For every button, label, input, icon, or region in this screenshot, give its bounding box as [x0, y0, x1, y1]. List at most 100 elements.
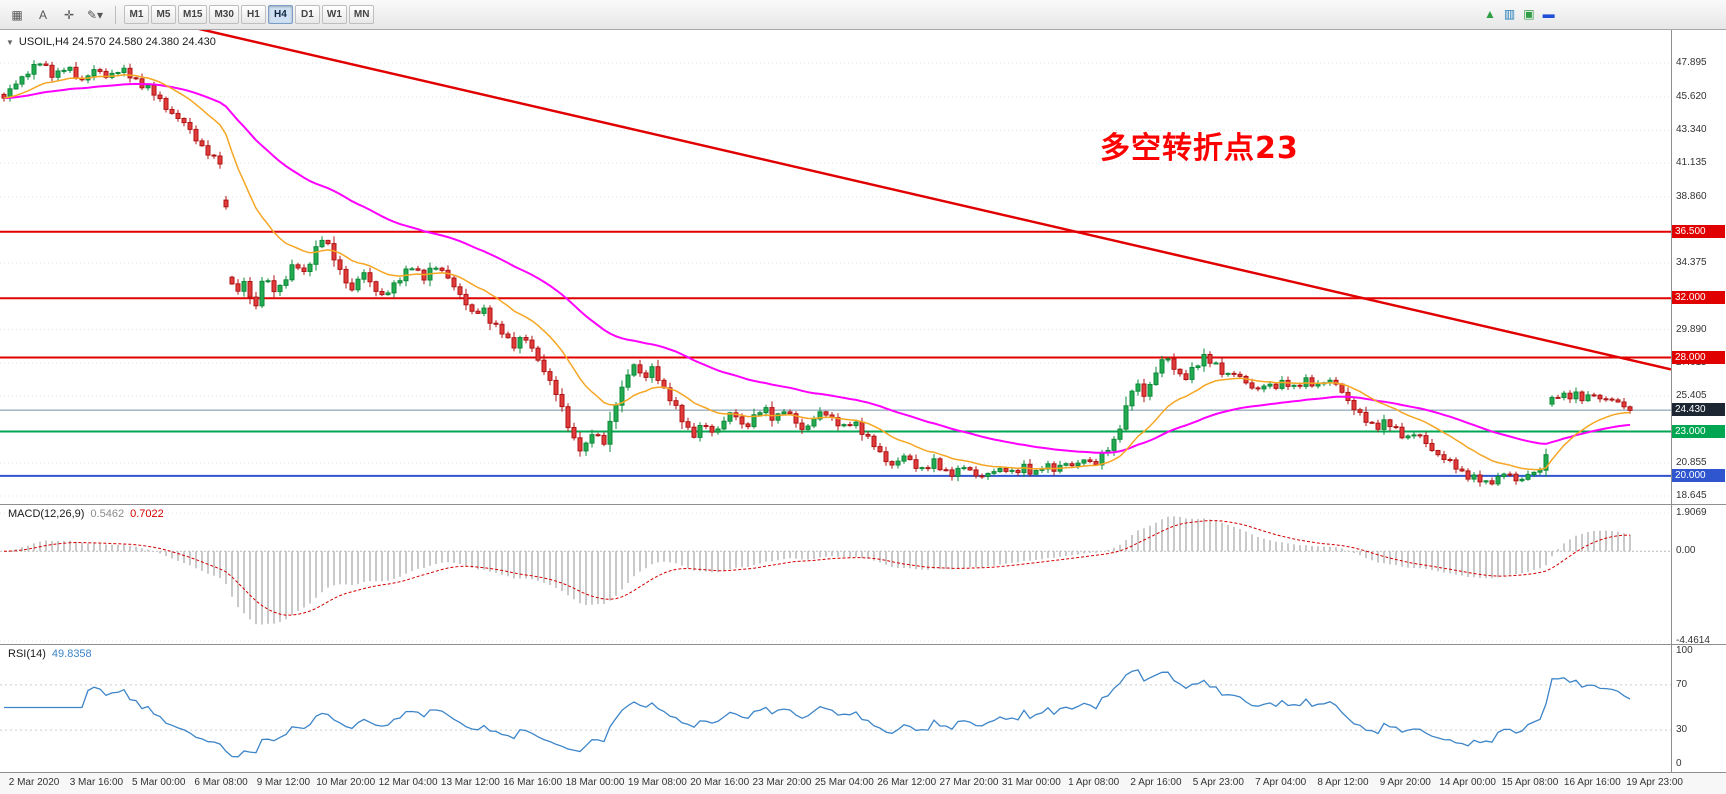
price-axis-label: 43.340 — [1676, 124, 1707, 136]
candlestick-chart[interactable] — [0, 30, 1671, 505]
price-gridlines — [0, 62, 1671, 497]
price-axis-label: 38.860 — [1676, 190, 1707, 202]
time-axis-label: 27 Mar 20:00 — [939, 777, 999, 788]
time-axis-label: 2 Mar 2020 — [8, 777, 60, 788]
time-axis-label: 6 Mar 08:00 — [194, 777, 248, 788]
time-axis-label: 25 Mar 04:00 — [814, 777, 874, 788]
time-axis-label: 5 Mar 00:00 — [132, 777, 186, 788]
time-axis-label: 16 Mar 16:00 — [503, 777, 563, 788]
price-axis-label: 29.890 — [1676, 323, 1707, 335]
timeframe-button-d1[interactable]: D1 — [294, 5, 320, 24]
macd-axis-label: 0.00 — [1676, 545, 1696, 557]
time-axis-label: 23 Mar 20:00 — [752, 777, 812, 788]
rsi-axis-label: 0 — [1676, 758, 1682, 769]
price-axis[interactable]: 47.895 45.620 43.340 41.135 38.860 34.375 29.8… — [1671, 30, 1726, 772]
timeframe-button-m30[interactable]: M30 — [209, 5, 239, 24]
price-axis-label: 45.620 — [1676, 90, 1707, 102]
panel-splitter-2[interactable] — [0, 644, 1726, 645]
time-axis-label: 15 Apr 08:00 — [1501, 777, 1559, 788]
price-axis-label: 18.645 — [1676, 489, 1707, 501]
macd-signal-value: 0.7022 — [130, 508, 164, 520]
price-line-badge: 28.000 — [1672, 350, 1725, 364]
macd-main-value: 0.5462 — [90, 508, 125, 520]
price-chart-panel[interactable]: ▼ USOIL,H4 24.570 24.580 24.380 24.430 多… — [0, 30, 1671, 505]
horizontal-lines — [0, 230, 1671, 477]
chart-header: ▼ USOIL,H4 24.570 24.580 24.380 24.430 — [6, 36, 216, 48]
timeframe-button-mn[interactable]: MN — [348, 5, 375, 24]
price-axis-label: 25.405 — [1676, 389, 1707, 401]
macd-panel[interactable]: MACD(12,26,9) 0.5462 0.7022 — [0, 505, 1671, 644]
timeframe-button-m15[interactable]: M15 — [178, 5, 208, 24]
timeframe-button-h1[interactable]: H1 — [240, 5, 266, 24]
price-line-badge: 20.000 — [1672, 468, 1725, 482]
toolbar-mini-icon-2[interactable]: ▥ — [1503, 7, 1516, 21]
candles — [1, 60, 1633, 487]
time-axis-label: 16 Apr 16:00 — [1563, 777, 1621, 788]
crosshair-icon[interactable]: ✛ — [63, 7, 75, 22]
time-axis-label: 9 Apr 20:00 — [1379, 777, 1431, 788]
time-axis-label: 1 Apr 08:00 — [1068, 777, 1120, 788]
time-axis-label: 9 Mar 12:00 — [256, 777, 311, 788]
time-axis-label: 5 Apr 23:00 — [1192, 777, 1244, 788]
panel-splitter-1[interactable] — [0, 504, 1726, 505]
rsi-panel[interactable]: RSI(14) 49.8358 — [0, 645, 1671, 772]
toolbar: ▦ A ✛ ✎▾ M1 M5 M15 M30 H1 H4 D1 W1 MN ▲ ▥ ▣ ▬ — [0, 0, 1726, 30]
timeframe-button-w1[interactable]: W1 — [321, 5, 347, 24]
price-line-badge: 36.500 — [1672, 224, 1725, 238]
price-line-badge: 32.000 — [1672, 291, 1725, 305]
timeframe-button-m5[interactable]: M5 — [151, 5, 176, 24]
rsi-label: RSI(14) 49.8358 — [8, 648, 92, 660]
drawing-tools-dropdown-icon[interactable]: ✎▾ — [86, 7, 104, 22]
price-line-badge: 23.000 — [1672, 424, 1725, 438]
time-axis-label: 2 Apr 16:00 — [1130, 777, 1182, 788]
price-axis-label: 20.855 — [1676, 457, 1707, 469]
timeframe-button-m1[interactable]: M1 — [124, 5, 149, 24]
descending-trendline — [198, 30, 1671, 371]
price-axis-label: 41.135 — [1676, 157, 1707, 169]
macd-label: MACD(12,26,9) 0.5462 0.7022 — [8, 508, 164, 520]
chart-collapse-icon[interactable]: ▼ — [6, 37, 14, 47]
toolbar-separator — [115, 5, 116, 24]
rsi-value: 49.8358 — [51, 648, 92, 660]
rsi-axis-label: 30 — [1676, 724, 1688, 736]
time-axis-label: 20 Mar 16:00 — [690, 777, 750, 788]
fast-ma-line — [3, 74, 1631, 471]
price-axis-label: 34.375 — [1676, 257, 1707, 269]
time-axis-label: 31 Mar 00:00 — [1001, 777, 1061, 788]
macd-axis-label: 1.9069 — [1676, 506, 1707, 518]
price-axis-label: 47.895 — [1676, 57, 1707, 69]
time-axis-label: 19 Mar 08:00 — [627, 777, 687, 788]
rsi-line — [4, 669, 1631, 758]
charts-grid-icon[interactable]: ▦ — [11, 7, 23, 22]
time-axis-label: 12 Mar 04:00 — [378, 777, 438, 788]
macd-histogram — [9, 516, 1631, 625]
time-axis-label: 10 Mar 20:00 — [316, 777, 376, 788]
time-axis-label: 8 Apr 12:00 — [1317, 777, 1369, 788]
time-axis-label: 26 Mar 12:00 — [877, 777, 937, 788]
time-axis-label: 7 Apr 04:00 — [1255, 777, 1307, 788]
rsi-name: RSI(14) — [8, 648, 46, 660]
extra-toolbar-icons: ▲ ▥ ▣ ▬ — [1484, 5, 1555, 23]
macd-name: MACD(12,26,9) — [8, 508, 85, 520]
rsi-chart[interactable] — [0, 645, 1671, 772]
macd-signal-line — [3, 520, 1631, 616]
time-axis-label: 13 Mar 12:00 — [440, 777, 500, 788]
toolbar-mini-icon-3[interactable]: ▣ — [1523, 7, 1535, 21]
chart-annotation: 多空转折点23 — [1100, 131, 1299, 166]
drawing-tools-group: ▦ A ✛ ✎▾ — [4, 4, 108, 26]
rsi-axis-label: 100 — [1676, 645, 1693, 656]
slow-ma-line — [3, 82, 1631, 454]
current-price-badge: 24.430 — [1672, 403, 1725, 417]
text-tool-icon[interactable]: A — [38, 7, 47, 22]
rsi-axis-label: 70 — [1676, 678, 1688, 690]
time-axis-label: 3 Mar 16:00 — [69, 777, 124, 788]
timeframe-button-h4[interactable]: H4 — [267, 5, 293, 24]
toolbar-mini-icon-1[interactable]: ▲ — [1484, 7, 1496, 21]
chart-title: USOIL,H4 24.570 24.580 24.380 24.430 — [18, 36, 216, 48]
time-axis-label: 19 Apr 23:00 — [1626, 777, 1683, 788]
time-axis-label: 18 Mar 00:00 — [565, 777, 625, 788]
time-axis-label: 14 Apr 00:00 — [1439, 777, 1496, 788]
time-axis[interactable]: 2 Mar 2020 3 Mar 16:00 5 Mar 00:00 6 Mar 08… — [0, 772, 1726, 794]
macd-chart[interactable] — [0, 505, 1671, 644]
toolbar-mini-icon-4[interactable]: ▬ — [1542, 7, 1555, 21]
